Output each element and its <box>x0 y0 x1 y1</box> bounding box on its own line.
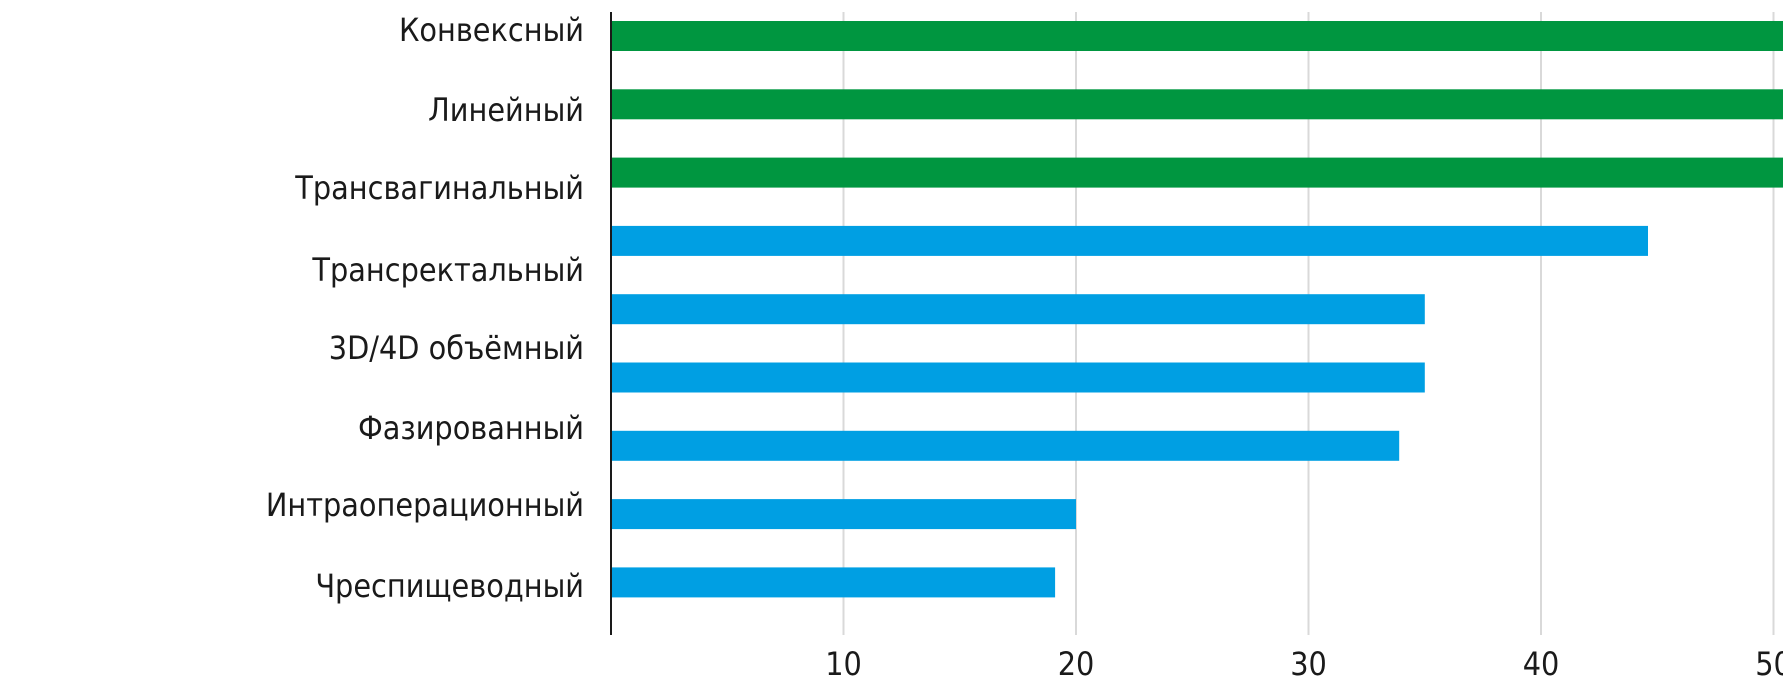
category-label: Конвексный <box>399 11 584 49</box>
category-label: Линейный <box>428 91 584 129</box>
category-label-layer: Конвексный Линейный Трансвагинальный Транср… <box>266 11 584 605</box>
category-label: Трансректальный <box>311 251 584 289</box>
bar-9 <box>611 567 1056 598</box>
tick-label-layer: 10203040506070 <box>825 645 1783 683</box>
category-label: Интраоперационный <box>266 486 584 524</box>
bar-5 <box>611 294 1425 325</box>
category-label: Фазированный <box>358 409 584 447</box>
bar-8 <box>611 499 1076 530</box>
x-tick-label-30: 30 <box>1290 645 1327 683</box>
x-tick-label-50: 50 <box>1755 645 1783 683</box>
x-tick-label-20: 20 <box>1058 645 1095 683</box>
bar-1 <box>611 21 1783 51</box>
category-label: 3D/4D объёмный <box>329 329 584 367</box>
bar-2 <box>611 89 1783 120</box>
bar-3 <box>611 157 1783 188</box>
bar-7 <box>611 430 1400 461</box>
bar-layer <box>611 21 1783 598</box>
category-label: Трансвагинальный <box>294 169 584 207</box>
category-label: Чреспищеводный <box>315 567 584 605</box>
bar-4 <box>611 225 1648 256</box>
x-tick-label-40: 40 <box>1523 645 1560 683</box>
x-tick-label-10: 10 <box>825 645 862 683</box>
bar-6 <box>611 362 1425 393</box>
